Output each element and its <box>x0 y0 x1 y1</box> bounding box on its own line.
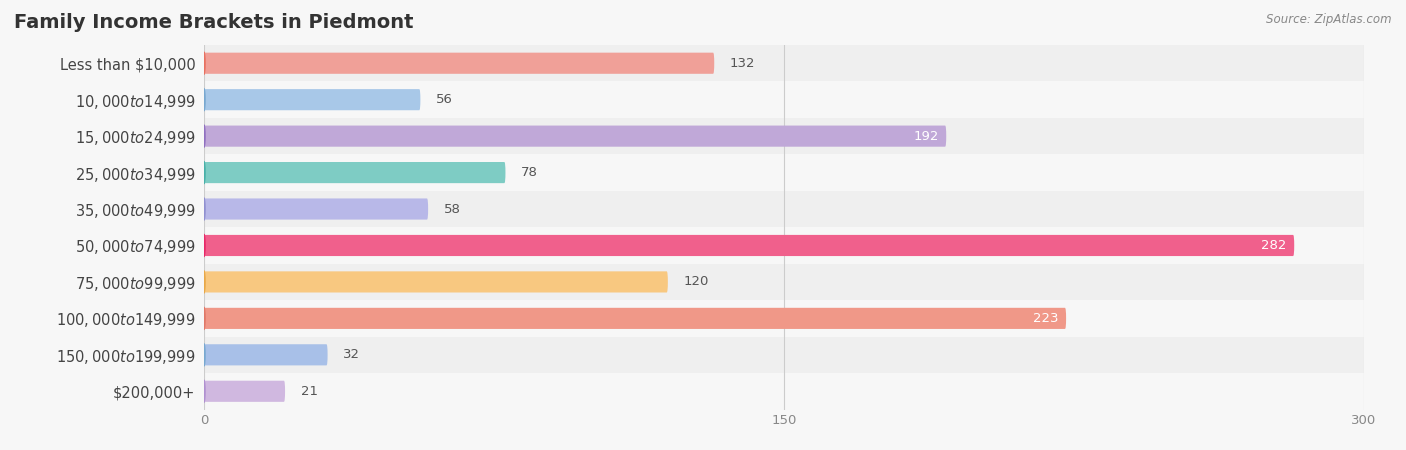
Text: 32: 32 <box>343 348 360 361</box>
Bar <box>204 81 1364 118</box>
FancyBboxPatch shape <box>204 344 328 365</box>
Bar <box>204 373 1364 410</box>
FancyBboxPatch shape <box>204 235 1294 256</box>
Text: Family Income Brackets in Piedmont: Family Income Brackets in Piedmont <box>14 14 413 32</box>
Circle shape <box>202 307 205 329</box>
Circle shape <box>202 344 205 366</box>
FancyBboxPatch shape <box>204 126 946 147</box>
Bar <box>204 191 1364 227</box>
Text: 56: 56 <box>436 93 453 106</box>
FancyBboxPatch shape <box>204 381 285 402</box>
FancyBboxPatch shape <box>204 162 506 183</box>
FancyBboxPatch shape <box>204 308 1066 329</box>
Circle shape <box>202 271 205 293</box>
Text: 78: 78 <box>520 166 538 179</box>
Text: Source: ZipAtlas.com: Source: ZipAtlas.com <box>1267 14 1392 27</box>
Bar <box>204 45 1364 81</box>
Text: 282: 282 <box>1261 239 1286 252</box>
Circle shape <box>202 380 205 402</box>
Text: 132: 132 <box>730 57 755 70</box>
Bar <box>204 118 1364 154</box>
Text: 192: 192 <box>912 130 939 143</box>
Text: 120: 120 <box>683 275 709 288</box>
Bar <box>204 154 1364 191</box>
Text: 21: 21 <box>301 385 318 398</box>
Circle shape <box>202 234 205 256</box>
Circle shape <box>202 89 205 111</box>
Text: 223: 223 <box>1033 312 1059 325</box>
Text: 58: 58 <box>444 202 461 216</box>
Bar <box>204 337 1364 373</box>
Circle shape <box>202 198 205 220</box>
Circle shape <box>202 52 205 74</box>
Bar <box>204 227 1364 264</box>
Bar <box>204 300 1364 337</box>
FancyBboxPatch shape <box>204 89 420 110</box>
FancyBboxPatch shape <box>204 271 668 292</box>
FancyBboxPatch shape <box>204 198 427 220</box>
Circle shape <box>202 162 205 184</box>
FancyBboxPatch shape <box>204 53 714 74</box>
Circle shape <box>202 125 205 147</box>
Bar <box>204 264 1364 300</box>
